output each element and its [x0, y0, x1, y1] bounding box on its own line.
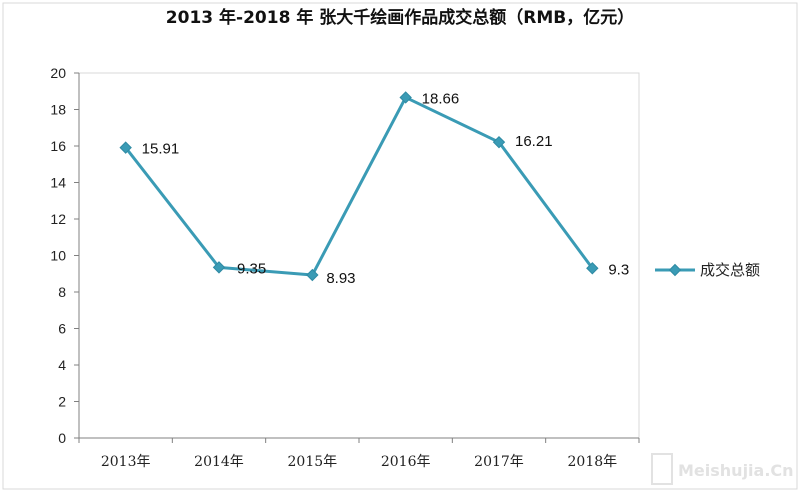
data-labels: 15.91 9.35 8.93 18.66 16.21 9.3 — [142, 90, 630, 287]
y-tick-label: 14 — [50, 175, 66, 191]
y-tick-label: 6 — [58, 321, 66, 337]
y-tick-label: 0 — [58, 430, 66, 446]
data-point-marker — [212, 261, 226, 274]
series-layer — [119, 91, 599, 282]
data-label: 15.91 — [142, 141, 180, 158]
data-label: 18.66 — [422, 90, 460, 107]
x-tick-label: 2017年 — [474, 454, 524, 470]
x-axis-ticks: 2013年 2014年 2015年 2016年 2017年 2018年 — [78, 438, 640, 470]
data-point-marker — [119, 141, 132, 154]
y-tick-label: 12 — [50, 211, 66, 227]
chart-title: 2013 年-2018 年 张大千绘画作品成交总额（RMB，亿元） — [166, 7, 634, 28]
watermark-logo-icon — [651, 453, 673, 485]
watermark-text: Meishujia.Cn — [678, 461, 794, 480]
y-axis-ticks: 0 2 4 6 8 10 12 14 16 18 20 — [50, 65, 79, 446]
legend: 成交总额 — [655, 261, 760, 279]
x-tick-label: 2015年 — [288, 454, 338, 470]
series-line — [124, 95, 594, 277]
x-tick-label: 2018年 — [568, 454, 618, 470]
y-tick-label: 18 — [50, 102, 66, 118]
legend-marker — [668, 263, 682, 277]
y-tick-label: 20 — [50, 65, 66, 81]
y-tick-label: 2 — [58, 394, 66, 410]
legend-label: 成交总额 — [700, 261, 760, 279]
y-tick-label: 4 — [58, 357, 66, 373]
x-tick-label: 2013年 — [101, 454, 151, 470]
data-point-marker — [399, 91, 412, 104]
data-label: 9.3 — [608, 261, 629, 278]
data-label: 9.35 — [237, 260, 266, 277]
y-tick-label: 16 — [50, 138, 66, 154]
data-point-marker — [492, 135, 506, 149]
x-tick-label: 2016年 — [381, 454, 431, 470]
y-tick-label: 10 — [50, 248, 66, 264]
watermark: Meishujia.Cn — [651, 453, 794, 485]
y-tick-label: 8 — [58, 284, 66, 300]
data-point-marker — [306, 268, 319, 282]
data-label: 16.21 — [515, 133, 553, 150]
x-tick-label: 2014年 — [194, 454, 244, 470]
data-point-marker — [586, 262, 599, 275]
data-label: 8.93 — [326, 270, 355, 287]
